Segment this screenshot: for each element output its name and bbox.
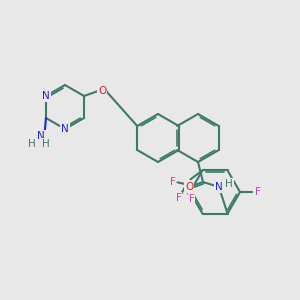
- Text: N: N: [42, 91, 50, 101]
- Text: N: N: [215, 182, 223, 192]
- Text: H: H: [42, 139, 50, 149]
- Text: N: N: [61, 124, 69, 134]
- Text: O: O: [98, 86, 106, 96]
- Text: O: O: [185, 182, 193, 192]
- Text: F: F: [176, 193, 182, 203]
- Text: F: F: [255, 187, 261, 197]
- Text: H: H: [225, 179, 233, 189]
- Text: F: F: [169, 177, 175, 187]
- Text: N: N: [37, 131, 45, 141]
- Text: H: H: [28, 139, 36, 149]
- Text: F: F: [189, 194, 194, 204]
